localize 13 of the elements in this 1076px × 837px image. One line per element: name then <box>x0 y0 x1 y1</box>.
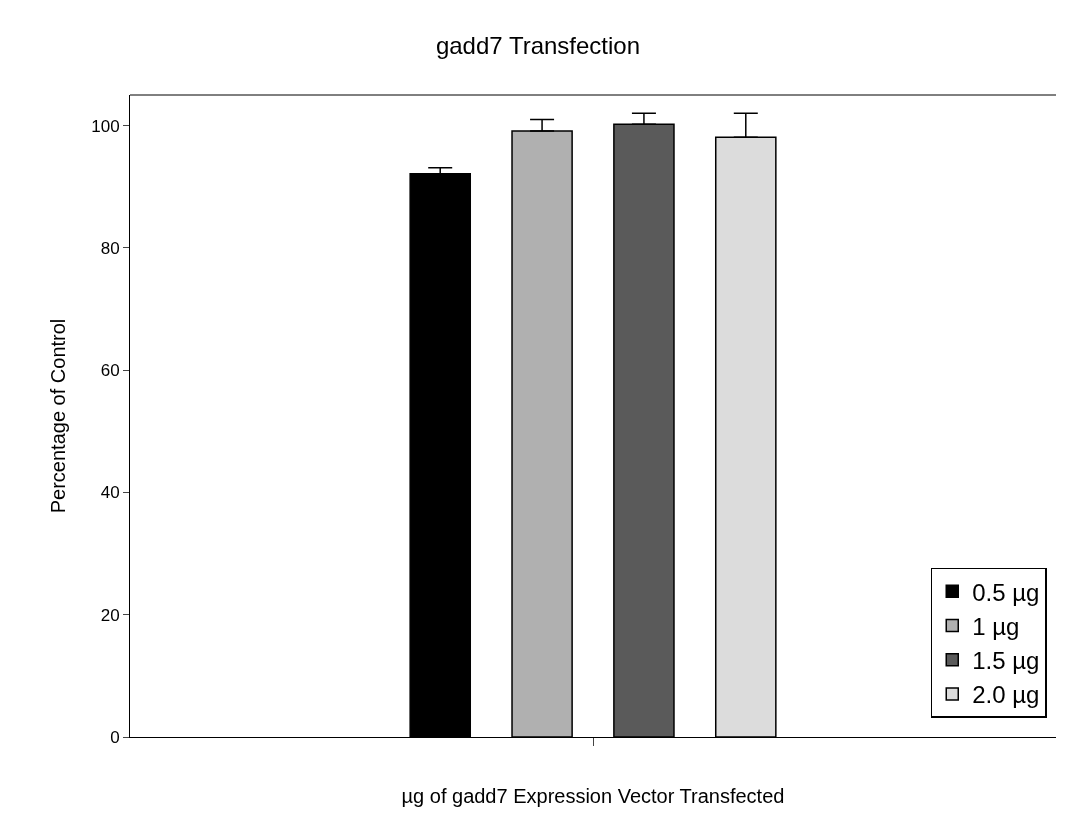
chart-title: gadd7 Transfection <box>435 32 641 60</box>
legend-label: 2.0 µg <box>972 681 1040 709</box>
legend-label: 0.5 µg <box>972 578 1040 606</box>
x-axis-title: µg of gadd7 Expression Vector Transfected <box>401 784 785 807</box>
y-tick-label: 40 <box>100 483 120 503</box>
y-tick-label: 100 <box>91 116 120 136</box>
y-tick-label: 80 <box>100 238 120 258</box>
y-tick-label: 20 <box>100 605 120 625</box>
y-tick-label: 60 <box>100 361 120 381</box>
y-tick-label: 0 <box>110 727 120 747</box>
y-axis-title: Percentage of Control <box>46 318 69 514</box>
legend-label: 1.5 µg <box>972 647 1040 675</box>
legend-label: 1 µg <box>972 612 1020 640</box>
